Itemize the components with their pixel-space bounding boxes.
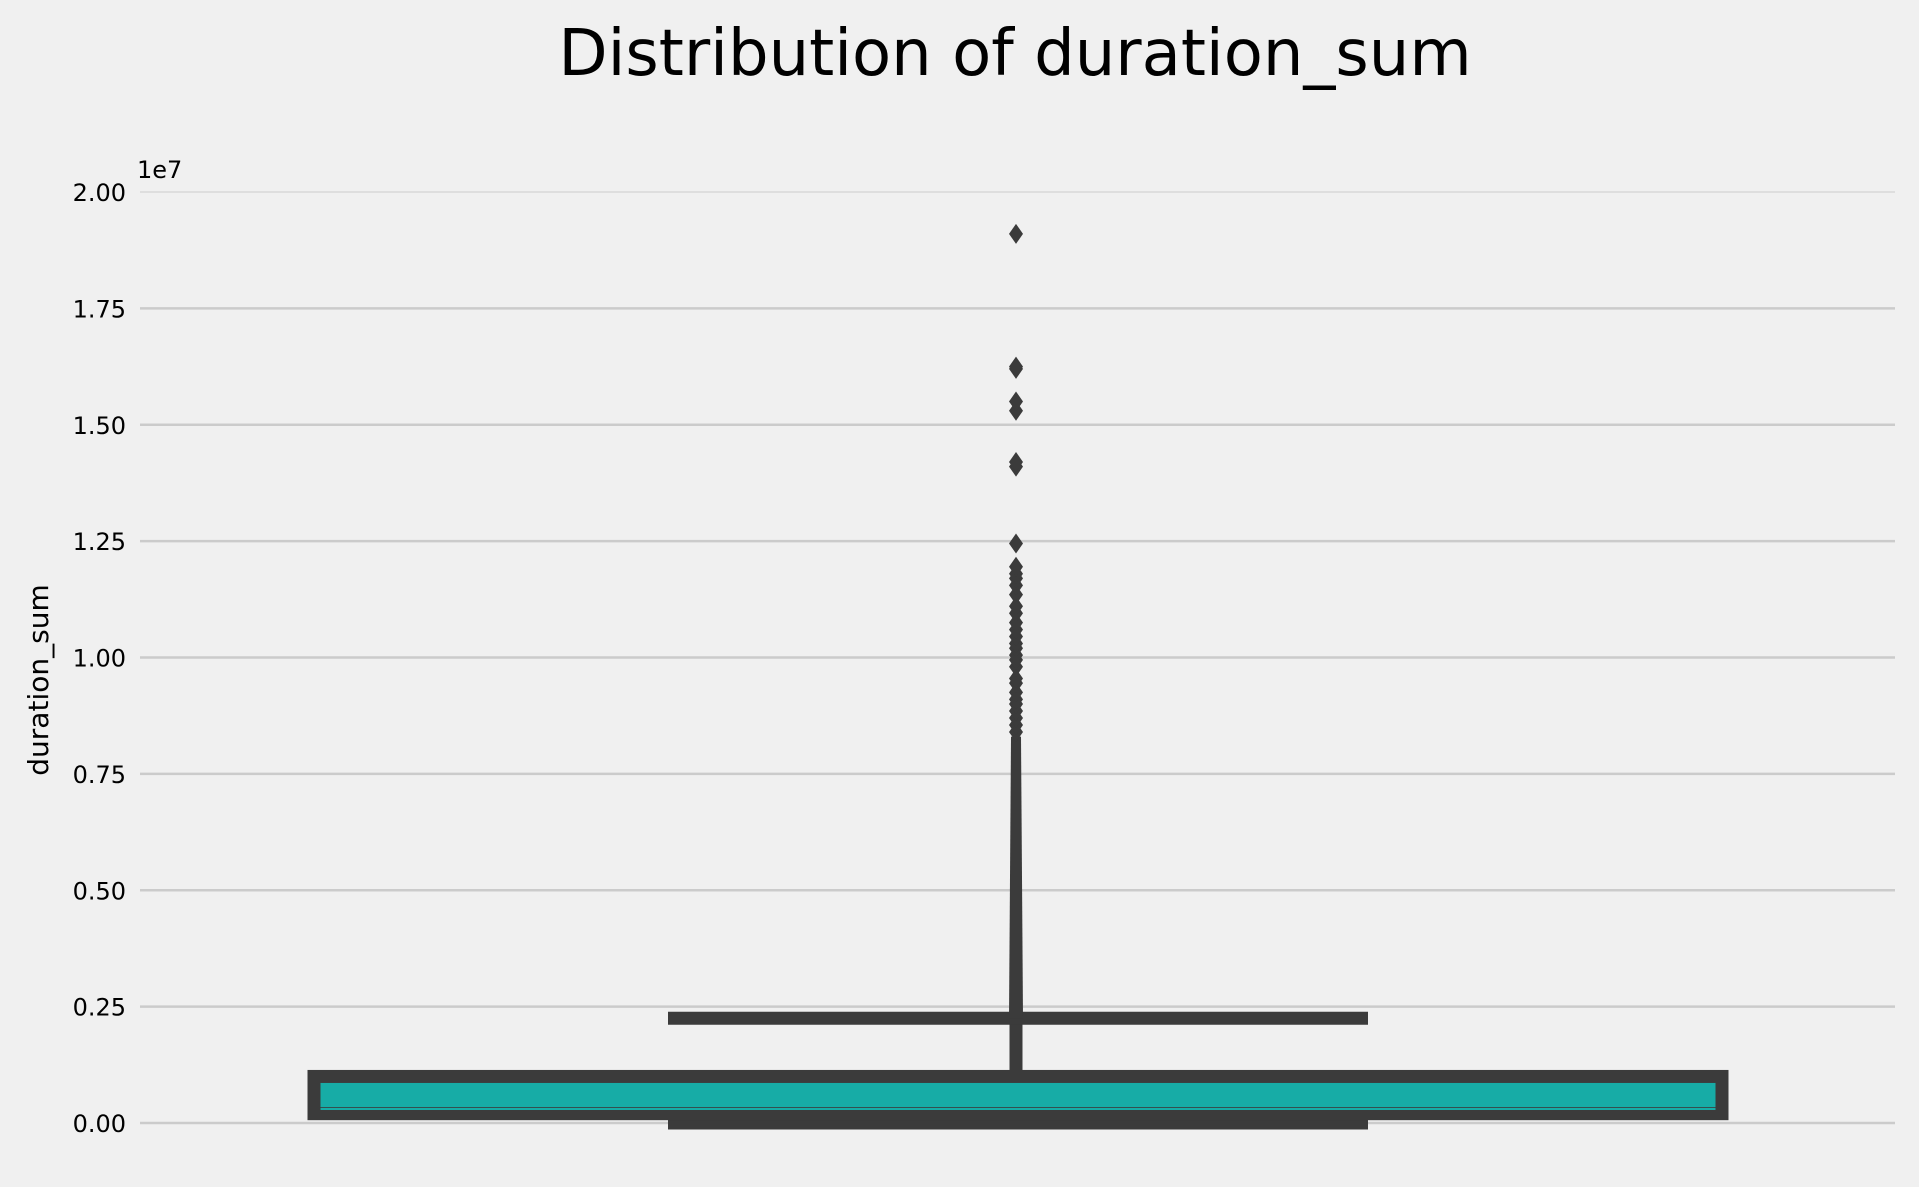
outlier-point <box>1009 223 1023 244</box>
outlier-point <box>1009 391 1023 412</box>
y-tick-label: 1.50 <box>73 412 126 440</box>
outlier-point <box>1009 451 1023 472</box>
outlier-point <box>1009 556 1023 577</box>
y-tick-label: 0.25 <box>73 994 126 1022</box>
y-tick-labels: 0.00 0.25 0.50 0.75 1.00 1.25 1.50 1.75 2.00 <box>73 179 126 1138</box>
y-tick-label: 0.50 <box>73 877 126 905</box>
y-tick-label: 1.00 <box>73 645 126 673</box>
y-axis-label: duration_sum <box>22 584 55 775</box>
y-tick-label: 0.75 <box>73 761 126 789</box>
outlier-points <box>1009 223 1023 1019</box>
y-tick-label: 2.00 <box>73 179 126 207</box>
interquartile-box <box>307 1069 1729 1121</box>
y-tick-label: 0.00 <box>73 1110 126 1138</box>
outlier-point <box>1009 596 1023 617</box>
box-plot <box>307 1011 1729 1130</box>
outlier-band <box>1009 736 1023 1019</box>
y-axis-offset-label: 1e7 <box>137 156 182 184</box>
outlier-point <box>1009 356 1023 377</box>
outlier-point <box>1009 533 1023 554</box>
outlier-point <box>1009 668 1023 689</box>
y-tick-label: 1.25 <box>73 528 126 556</box>
chart-title: Distribution of duration_sum <box>558 17 1471 91</box>
y-tick-label: 1.75 <box>73 295 126 323</box>
